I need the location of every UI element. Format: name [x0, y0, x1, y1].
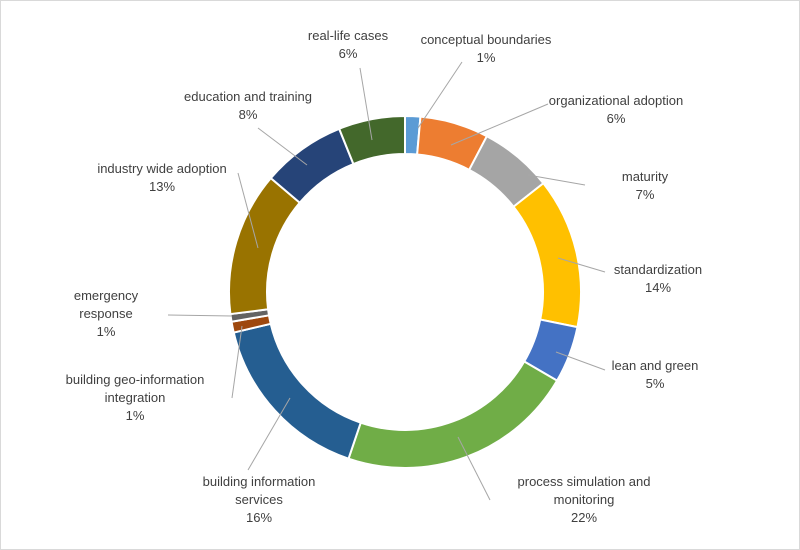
leader-line-standardization	[557, 257, 606, 273]
slice-building-information-services	[232, 322, 362, 460]
leader-line-process-simulation-and-monitoring	[457, 436, 491, 501]
leader-line-building-information-services	[247, 397, 291, 471]
data-label-building-geo-information-integration: building geo-information integration 1%	[66, 372, 205, 423]
leader-line-emergency-response	[167, 314, 233, 317]
slice-real-life-cases	[337, 114, 406, 166]
data-label-emergency-response: emergency response 1%	[74, 288, 139, 339]
data-label-process-simulation-and-monitoring: process simulation and monitoring 22%	[518, 474, 651, 525]
leader-line-maturity	[527, 174, 586, 186]
leader-line-real-life-cases	[359, 67, 373, 141]
slices-group	[228, 114, 582, 469]
leader-line-lean-and-green	[555, 351, 606, 371]
data-label-building-information-services: building information services 16%	[203, 474, 316, 525]
data-label-industry-wide-adoption: industry wide adoption 13%	[97, 161, 226, 194]
data-labels-group: conceptual boundaries 1% organizational ad…	[66, 28, 702, 525]
slice-industry-wide-adoption	[228, 176, 302, 316]
leader-line-industry-wide-adoption	[237, 172, 259, 249]
data-label-organizational-adoption: organizational adoption 6%	[549, 93, 683, 126]
leader-line-education-and-training	[257, 127, 308, 166]
data-label-conceptual-boundaries: conceptual boundaries 1%	[421, 32, 552, 65]
data-label-standardization: standardization 14%	[614, 262, 702, 295]
data-label-real-life-cases: real-life cases 6%	[308, 28, 389, 61]
leader-line-building-geo-information-integration	[231, 325, 243, 399]
leader-line-organizational-adoption	[450, 103, 549, 146]
data-label-education-and-training: education and training 8%	[184, 89, 312, 122]
slice-standardization	[512, 181, 582, 329]
leader-lines-group	[167, 61, 606, 501]
data-label-lean-and-green: lean and green 5%	[612, 358, 699, 391]
data-label-maturity: maturity 7%	[622, 169, 669, 202]
leader-line-conceptual-boundaries	[417, 61, 463, 129]
slice-process-simulation-and-monitoring	[347, 360, 559, 469]
